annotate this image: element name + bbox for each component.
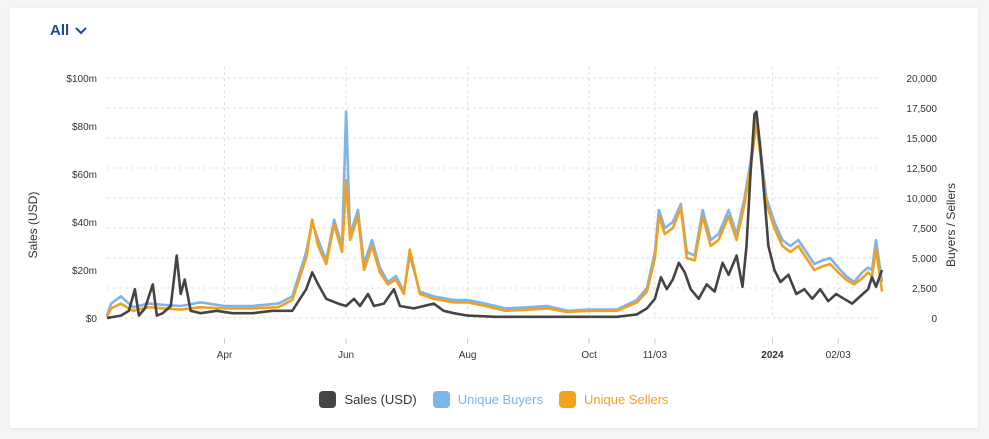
right-tick-label: 17,500	[906, 104, 937, 115]
left-tick-label: $0	[86, 314, 98, 325]
right-axis-ticks: 0 2,500 5,000 7,500 10,000 12,500 15,000 17,500…	[906, 74, 937, 325]
x-axis-ticks: Apr Jun Aug Oct 11/03 2024 02/03	[217, 338, 851, 361]
right-tick-label: 10,000	[906, 194, 937, 205]
legend-label-sellers: Unique Sellers	[583, 392, 669, 407]
chart-card: All $0 $20m $40m $60m $80m $100m 0 2,500 5,000 7…	[10, 8, 978, 428]
legend-swatch-sales	[319, 391, 337, 408]
x-tick-label: 02/03	[826, 350, 851, 361]
right-axis-label: Buyers / Sellers	[944, 183, 958, 267]
series-line-sales[interactable]	[106, 110, 884, 320]
legend-item-buyers[interactable]: Unique Buyers	[432, 391, 543, 408]
x-tick-label: Jun	[338, 350, 354, 361]
right-tick-label: 15,000	[906, 134, 937, 145]
right-tick-label: 5,000	[912, 254, 937, 265]
filter-dropdown[interactable]: All	[50, 22, 87, 39]
series-line-unique-sellers[interactable]	[105, 121, 884, 318]
right-tick-label: 0	[931, 314, 937, 325]
legend-label-buyers: Unique Buyers	[457, 392, 543, 407]
left-tick-label: $80m	[72, 122, 97, 133]
chart: $0 $20m $40m $60m $80m $100m 0 2,500 5,000 7,500…	[26, 66, 958, 361]
left-tick-label: $20m	[72, 266, 97, 277]
x-tick-label: Oct	[581, 350, 597, 361]
legend-label-sales: Sales (USD)	[344, 392, 417, 407]
filter-label: All	[50, 22, 70, 39]
right-tick-label: 2,500	[912, 284, 937, 295]
left-axis-label: Sales (USD)	[26, 192, 40, 259]
x-tick-label: Aug	[459, 350, 477, 361]
legend-item-sales[interactable]: Sales (USD)	[319, 391, 417, 408]
left-axis-ticks: $0 $20m $40m $60m $80m $100m	[66, 74, 97, 325]
left-tick-label: $100m	[66, 74, 97, 85]
x-tick-label: Apr	[217, 350, 233, 361]
legend-swatch-buyers	[432, 391, 450, 408]
chevron-down-icon	[75, 26, 87, 35]
legend-swatch-sellers	[558, 391, 576, 408]
x-tick-label: 2024	[761, 350, 784, 361]
legend-item-sellers[interactable]: Unique Sellers	[558, 391, 669, 408]
chart-series	[105, 110, 884, 320]
x-tick-label: 11/03	[643, 350, 668, 361]
left-tick-label: $40m	[72, 218, 97, 229]
legend: Sales (USD) Unique Buyers Unique Sellers	[10, 391, 978, 408]
right-tick-label: 12,500	[906, 164, 937, 175]
right-tick-label: 7,500	[912, 224, 937, 235]
right-tick-label: 20,000	[906, 74, 937, 85]
left-tick-label: $60m	[72, 170, 97, 181]
